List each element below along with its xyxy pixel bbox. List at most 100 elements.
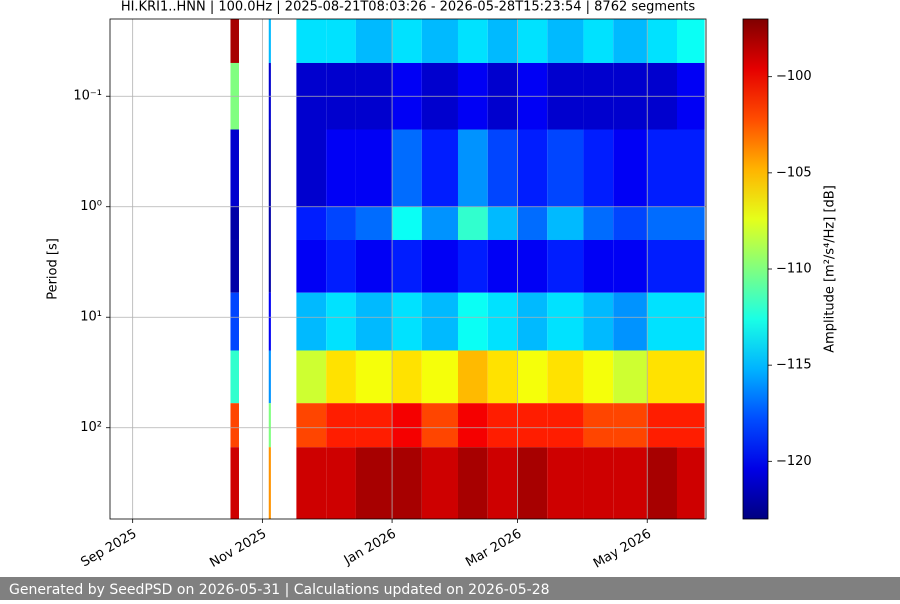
- spectrogram-cell: [268, 403, 271, 448]
- spectrogram: [230, 19, 705, 519]
- colorbar-tick-label: −120: [776, 454, 812, 469]
- spectrogram-cell: [355, 239, 393, 293]
- spectrogram-cell: [613, 350, 648, 404]
- spectrogram-cell: [392, 403, 422, 448]
- spectrogram-cell: [457, 403, 488, 448]
- y-tick-label: 10⁻¹: [73, 89, 102, 104]
- y-tick-label: 10¹: [80, 310, 102, 325]
- colorbar-tick-label: −115: [776, 358, 812, 373]
- spectrogram-cell: [647, 129, 677, 207]
- colorbar-label: Amplitude [m²/s⁴/Hz] [dB]: [823, 185, 838, 353]
- spectrogram-cell: [457, 129, 488, 207]
- spectrogram-cell: [647, 19, 677, 63]
- colorbar-tick-label: −105: [776, 165, 812, 180]
- spectrogram-cell: [421, 292, 458, 351]
- spectrogram-cell: [296, 19, 327, 63]
- spectrogram-cell: [268, 292, 271, 351]
- spectrogram-cell: [613, 206, 648, 240]
- spectrogram-cell: [230, 19, 239, 63]
- spectrogram-cell: [268, 19, 271, 63]
- spectrogram-cell: [392, 129, 422, 207]
- spectrogram-cell: [517, 292, 548, 351]
- spectrogram-cell: [268, 350, 271, 404]
- spectrogram-cell: [547, 206, 584, 240]
- spectrogram-cell: [392, 19, 422, 63]
- spectrogram-cell: [517, 129, 548, 207]
- spectrogram-cell: [326, 206, 356, 240]
- spectrogram-cell: [421, 206, 458, 240]
- spectrogram-cell: [547, 19, 584, 63]
- spectrogram-cell: [583, 239, 614, 293]
- spectrogram-cell: [487, 292, 518, 351]
- spectrogram-cell: [230, 206, 239, 240]
- spectrogram-cell: [583, 403, 614, 448]
- spectrogram-cell: [326, 350, 356, 404]
- spectrogram-cell: [583, 292, 614, 351]
- y-tick-label: 10⁰: [80, 199, 102, 214]
- spectrogram-cell: [676, 239, 705, 293]
- spectrogram-cell: [517, 403, 548, 448]
- spectrogram-cell: [457, 292, 488, 351]
- spectrogram-cell: [647, 206, 677, 240]
- spectrogram-cell: [392, 447, 422, 519]
- spectrogram-cell: [547, 129, 584, 207]
- spectrogram-cell: [487, 239, 518, 293]
- spectrogram-cell: [355, 403, 393, 448]
- spectrogram-cell: [517, 239, 548, 293]
- spectrogram-cell: [355, 350, 393, 404]
- spectrogram-cell: [392, 292, 422, 351]
- spectrogram-cell: [613, 239, 648, 293]
- y-tick-label: 10²: [80, 420, 102, 435]
- spectrogram-cell: [296, 129, 327, 207]
- spectrogram-cell: [421, 350, 458, 404]
- spectrogram-cell: [676, 292, 705, 351]
- spectrogram-cell: [421, 19, 458, 63]
- spectrogram-cell: [355, 19, 393, 63]
- spectrogram-cell: [676, 129, 705, 207]
- spectrogram-cell: [355, 447, 393, 519]
- chart-title: HI.KRI1..HNN | 100.0Hz | 2025-08-21T08:0…: [121, 0, 696, 15]
- spectrogram-cell: [676, 350, 705, 404]
- spectrogram-cell: [676, 447, 705, 519]
- spectrogram-cell: [355, 292, 393, 351]
- spectrogram-cell: [547, 447, 584, 519]
- spectrogram-cell: [487, 206, 518, 240]
- spectrogram-cell: [547, 292, 584, 351]
- spectrogram-cell: [421, 403, 458, 448]
- colorbar-tick-label: −100: [776, 69, 812, 84]
- spectrogram-cell: [613, 292, 648, 351]
- spectrogram-cell: [613, 19, 648, 63]
- spectrogram-cell: [392, 350, 422, 404]
- spectrogram-cell: [583, 19, 614, 63]
- y-axis-label: Period [s]: [46, 238, 61, 300]
- spectrogram-cell: [517, 19, 548, 63]
- spectrogram-cell: [355, 129, 393, 207]
- spectrogram-cell: [326, 239, 356, 293]
- spectrogram-cell: [676, 19, 705, 63]
- spectrogram-cell: [230, 292, 239, 351]
- spectrogram-cell: [421, 447, 458, 519]
- spectrogram-cell: [326, 129, 356, 207]
- spectrogram-cell: [547, 239, 584, 293]
- spectrogram-cell: [647, 403, 677, 448]
- spectrogram-cell: [676, 403, 705, 448]
- spectrogram-cell: [487, 19, 518, 63]
- spectrogram-cell: [517, 350, 548, 404]
- spectrogram-cell: [457, 206, 488, 240]
- spectrogram-cell: [296, 447, 327, 519]
- spectrogram-cell: [230, 239, 239, 293]
- spectrogram-cell: [296, 239, 327, 293]
- spectrogram-cell: [326, 447, 356, 519]
- spectrogram-cell: [268, 129, 271, 207]
- spectrogram-cell: [487, 129, 518, 207]
- spectrogram-cell: [326, 403, 356, 448]
- spectrogram-cell: [296, 292, 327, 351]
- spectrogram-cell: [421, 239, 458, 293]
- spectrogram-cell: [676, 206, 705, 240]
- spectrogram-cell: [457, 239, 488, 293]
- spectrogram-cell: [355, 206, 393, 240]
- spectrogram-cell: [487, 447, 518, 519]
- plot-frame: [109, 18, 707, 520]
